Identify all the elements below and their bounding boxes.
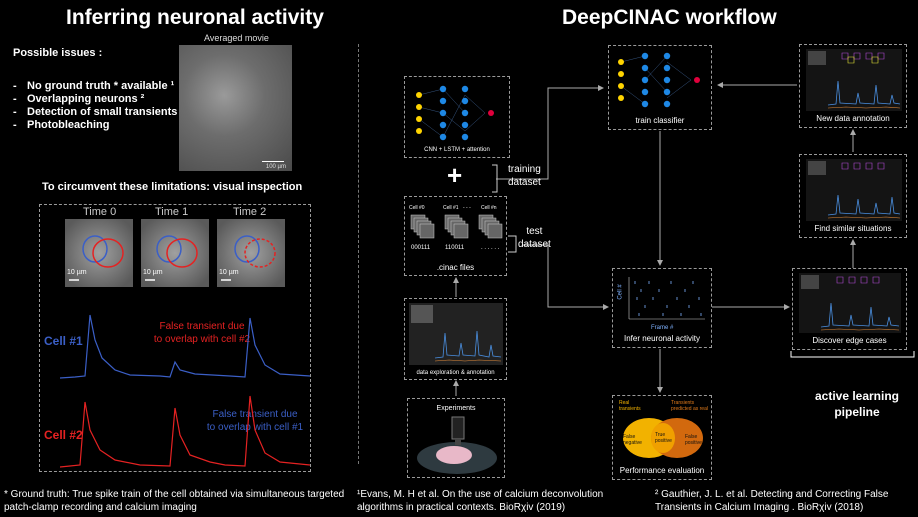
false-transient-2-line1: False transient due xyxy=(212,409,298,420)
test-dataset-label: test dataset xyxy=(518,225,551,251)
movie-scale-label: 100 µm xyxy=(265,164,286,170)
reference-1: ¹Evans, M. H et al. On the use of calciu… xyxy=(357,488,603,514)
cell1-label: Cell #1 xyxy=(44,334,83,348)
issues-list: No ground truth * available ¹ Overlappin… xyxy=(13,80,177,132)
exploration-box: data exploration & annotation xyxy=(404,298,507,380)
cinac-dots-label: - - - xyxy=(463,205,471,211)
reference-2: ² Gauthier, J. L. et al. Detecting and C… xyxy=(655,488,888,514)
neural-network-icon xyxy=(416,85,494,141)
new-annotation-box: New data annotation xyxy=(799,44,907,128)
reference-2-line2: Transients in Calcium Imaging . BioRχiv … xyxy=(655,502,864,513)
performance-box: Real transients Transients predicted as … xyxy=(612,395,712,480)
infer-box: Cell # Frame # Infer neuronal activity xyxy=(612,268,712,348)
venn-fp: False positive xyxy=(685,434,702,446)
ground-truth-footnote: * Ground truth: True spike train of the … xyxy=(4,488,344,514)
train-classifier-box: train classifier xyxy=(608,45,712,130)
left-title: Inferring neuronal activity xyxy=(66,6,324,29)
new-annotation-plot xyxy=(806,49,902,111)
performance-caption: Performance evaluation xyxy=(619,466,705,475)
cell2-trace xyxy=(60,395,310,468)
active-learning-label: active learning pipeline xyxy=(796,388,918,420)
classifier-network-icon xyxy=(618,52,700,108)
cell-scale-label-2: 10 µm xyxy=(219,269,239,276)
raster-plot xyxy=(628,277,705,320)
venn-real: Real transients xyxy=(619,400,641,412)
exploration-caption: data exploration & annotation xyxy=(416,370,495,376)
cinac-files-box: Cell #0 Cell #1 - - - Cell #n 000111 110… xyxy=(404,196,507,276)
raster-xlabel: Frame # xyxy=(651,325,674,331)
issue-item: Photobleaching xyxy=(13,119,177,132)
cinac-bits1: 110011 xyxy=(445,245,465,251)
panel-divider xyxy=(358,44,359,464)
issue-item: Overlapping neurons ² xyxy=(13,93,177,106)
movie-label: Averaged movie xyxy=(204,33,269,43)
false-transient-1-line1: False transient due xyxy=(159,321,245,332)
edge-cases-caption: Discover edge cases xyxy=(812,336,887,345)
training-label-line1: training xyxy=(508,164,541,175)
cell-scale-label-1: 10 µm xyxy=(143,269,163,276)
cell-traces xyxy=(60,314,310,468)
training-label-line2: dataset xyxy=(508,177,541,188)
model-caption: CNN + LSTM + attention xyxy=(424,147,490,153)
model-box: CNN + LSTM + attention xyxy=(404,76,510,158)
edge-cases-box: Discover edge cases xyxy=(792,268,907,350)
experiments-caption: Experiments xyxy=(436,405,476,412)
cinac-cell1-label: Cell #1 xyxy=(443,205,459,211)
footnote-line2: patch-clamp recording and calcium imagin… xyxy=(4,502,197,513)
circumvent-text: To circumvent these limitations: visual … xyxy=(42,181,303,193)
reference-2-line1: ² Gauthier, J. L. et al. Detecting and C… xyxy=(655,489,889,500)
right-title: DeepCINAC workflow xyxy=(562,6,777,29)
footnote-line1: * Ground truth: True spike train of the … xyxy=(4,489,345,500)
exploration-screenshot xyxy=(409,303,503,365)
infer-caption: Infer neuronal activity xyxy=(623,334,701,343)
reference-1-line2: algorithms in practical contexts. BioRχi… xyxy=(357,502,566,513)
time0-label: Time 0 xyxy=(83,206,117,218)
time1-label: Time 1 xyxy=(155,206,189,218)
cell2-label: Cell #2 xyxy=(44,428,83,442)
train-classifier-caption: train classifier xyxy=(635,116,685,125)
edge-cases-plot xyxy=(799,273,901,333)
cell-scale-label-0: 10 µm xyxy=(67,269,87,276)
cinac-stacks xyxy=(410,214,503,239)
cell-frames xyxy=(65,219,285,287)
similar-caption: Find similar situations xyxy=(814,224,892,233)
venn-pred: Transients predicted as real xyxy=(671,400,708,412)
false-transient-1-line2: to overlap with cell #2 xyxy=(153,334,251,345)
venn-tp: True positive xyxy=(655,432,672,444)
issues-title: Possible issues : xyxy=(13,47,103,59)
test-label-line2: dataset xyxy=(518,239,551,250)
active-learning-line1: active learning xyxy=(814,389,900,403)
active-learning-line2: pipeline xyxy=(834,405,880,419)
false-transient-1: False transient due to overlap with cell… xyxy=(122,320,282,346)
issue-item: No ground truth * available ¹ xyxy=(13,80,177,93)
cell1-trace xyxy=(60,314,310,379)
new-annotation-caption: New data annotation xyxy=(816,114,890,123)
experiment-microscope-icon xyxy=(417,416,497,474)
experiments-box: Experiments xyxy=(407,398,505,478)
venn-fn: False negative xyxy=(623,434,642,446)
training-dataset-label: training dataset xyxy=(508,163,541,189)
similar-box: Find similar situations xyxy=(799,154,907,238)
plus-sign: + xyxy=(447,160,463,190)
test-label-line1: test xyxy=(526,226,543,237)
cinac-bitsn: . . . . . . xyxy=(481,245,500,251)
similar-plot xyxy=(806,159,902,221)
issue-item: Detection of small transients xyxy=(13,106,177,119)
cinac-bits0: 000111 xyxy=(411,245,431,251)
venn-diagram xyxy=(623,418,703,458)
averaged-movie-image: 100 µm xyxy=(179,45,292,171)
visual-inspection-box xyxy=(39,204,311,472)
time2-label: Time 2 xyxy=(233,206,267,218)
cinac-cell0-label: Cell #0 xyxy=(409,205,425,211)
reference-1-line1: ¹Evans, M. H et al. On the use of calciu… xyxy=(357,489,604,500)
cinac-celln-label: Cell #n xyxy=(481,205,497,211)
raster-ylabel: Cell # xyxy=(617,284,624,300)
cinac-files-caption: .cinac files xyxy=(436,263,475,272)
